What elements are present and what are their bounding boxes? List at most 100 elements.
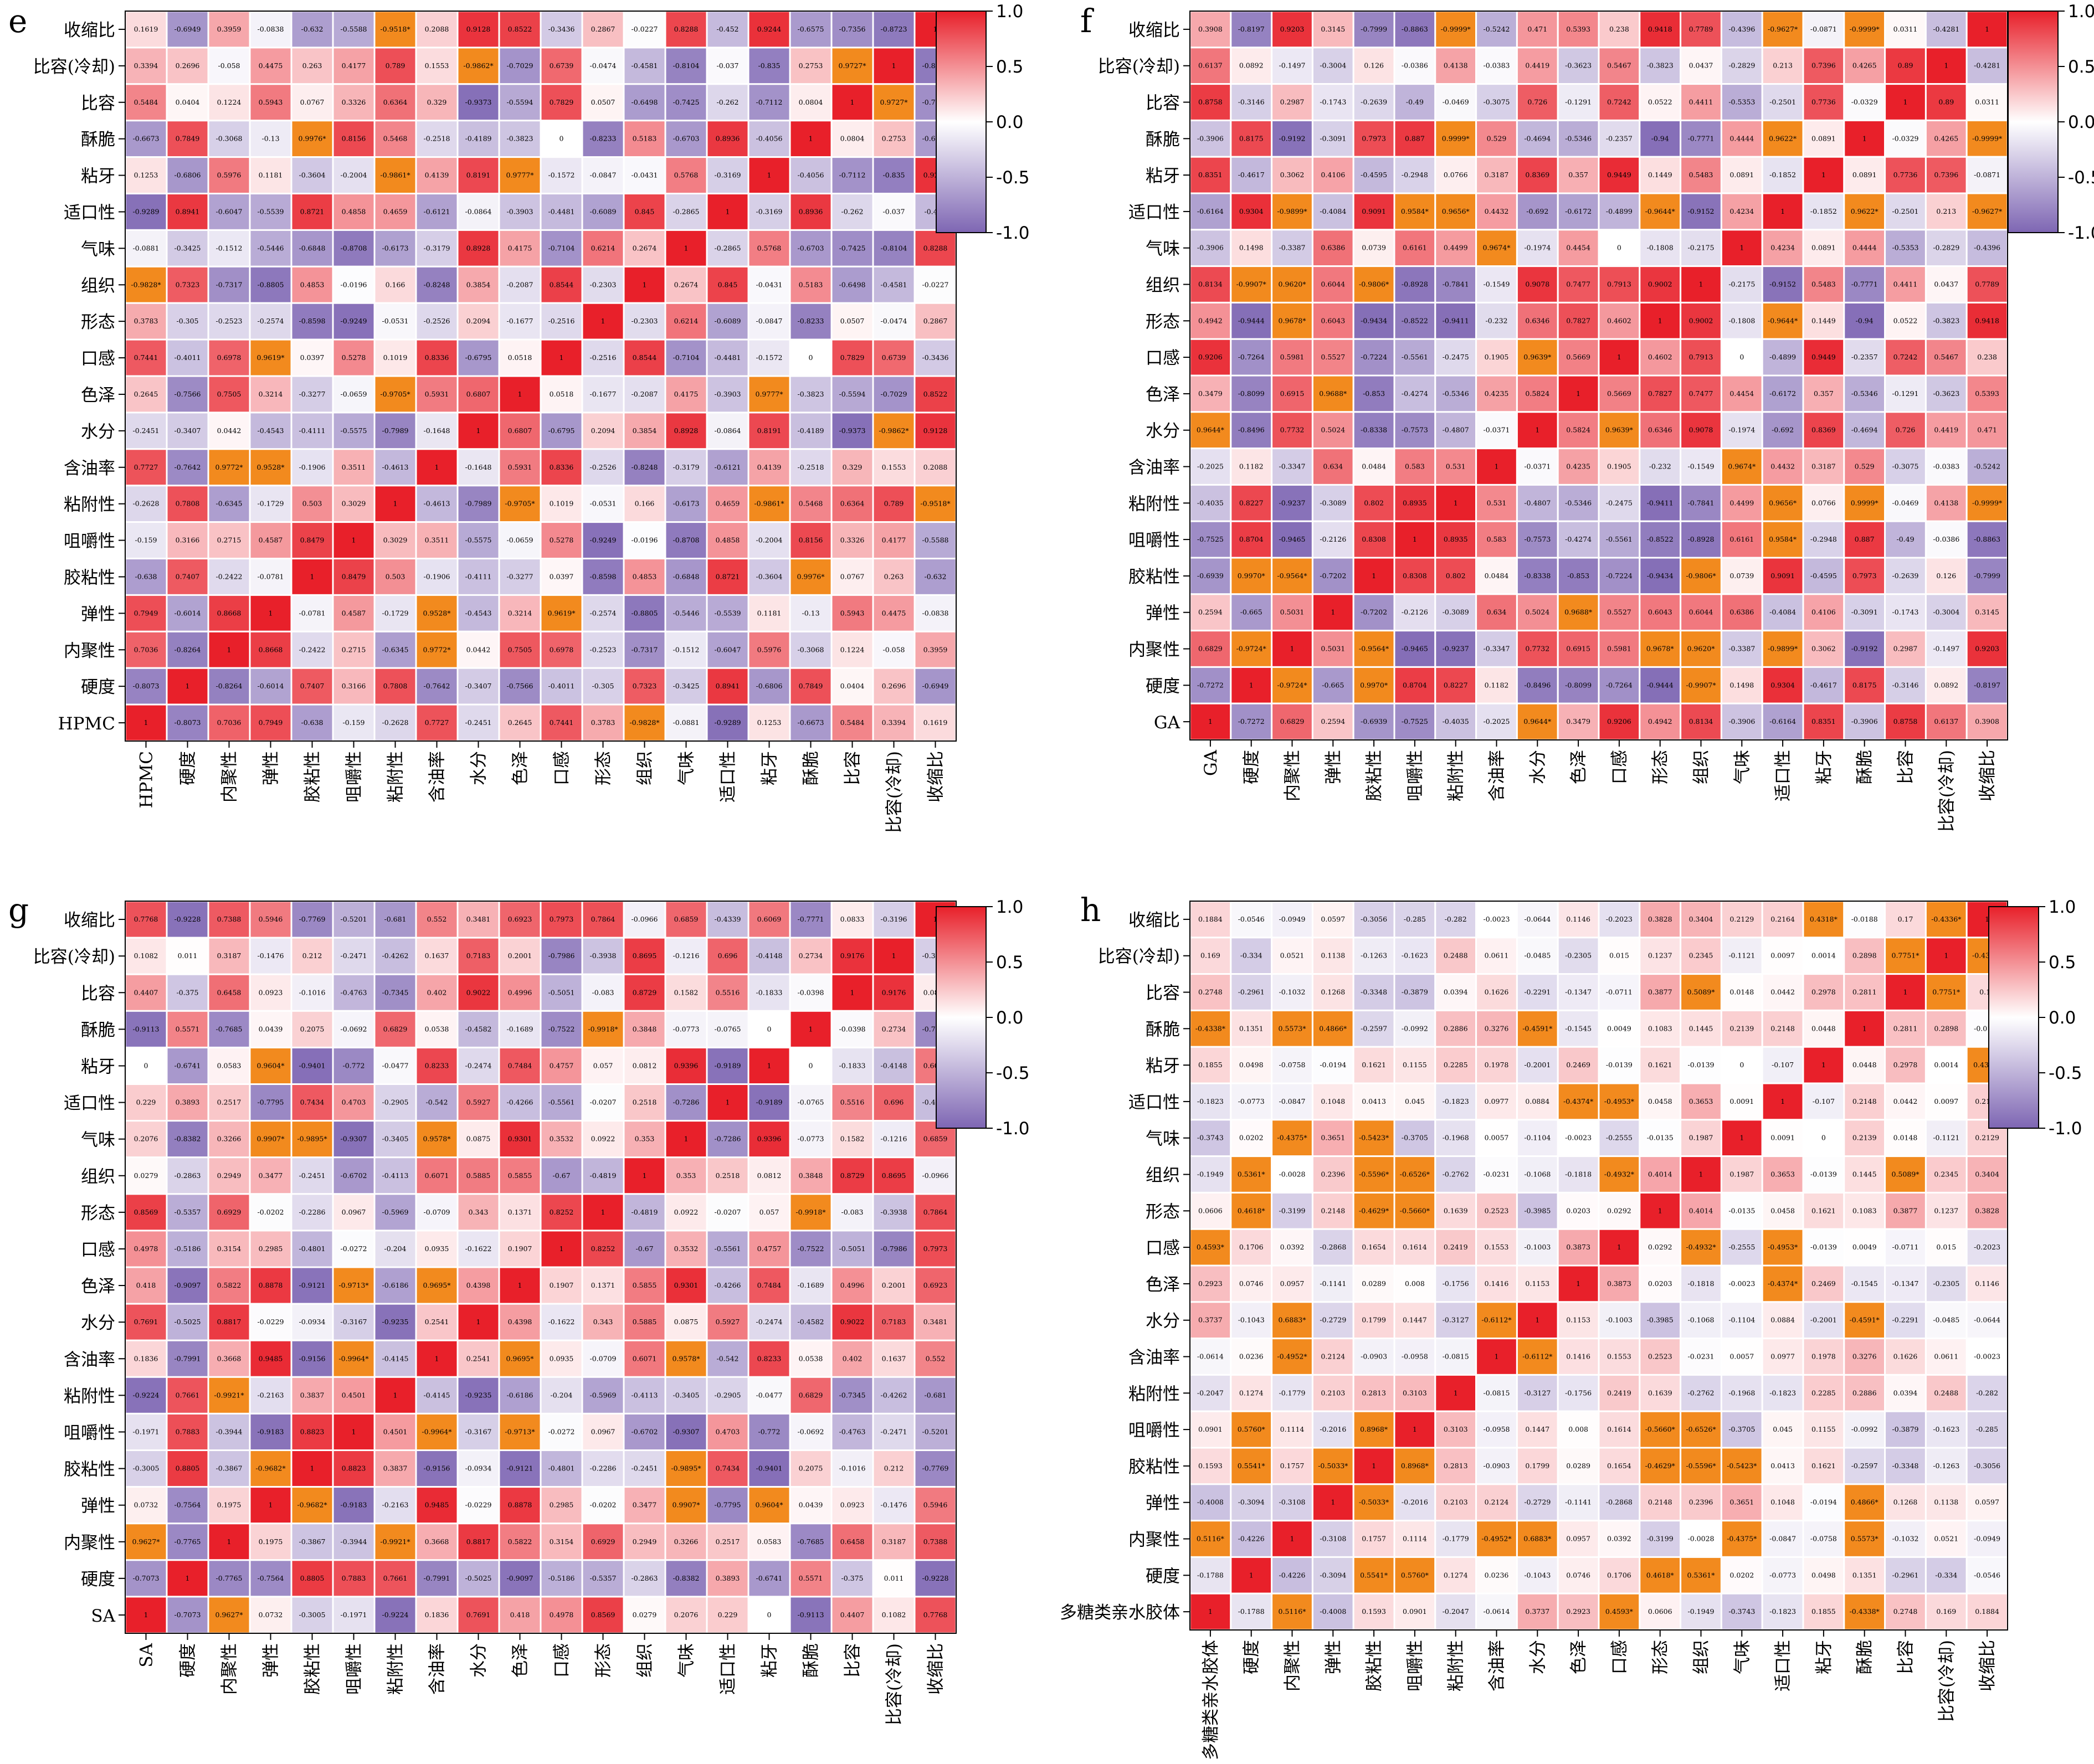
cell-value: -0.0028 [1279, 1170, 1306, 1179]
cell-value: -0.4613 [424, 500, 450, 508]
cell-value: -0.9444 [1238, 316, 1265, 325]
cell-value: 0.3404 [1689, 915, 1713, 923]
cell-value: 0.6829 [1280, 717, 1305, 726]
cell-value: 0.8936 [799, 207, 823, 215]
cell-value: -0.058 [882, 645, 905, 654]
cell-value: 1 [1331, 608, 1335, 616]
cell-value: -0.204 [550, 1391, 572, 1399]
cell-value: -0.0773 [673, 1025, 700, 1033]
cell-value: 0.0804 [840, 135, 865, 143]
cell-value: 0.0057 [1729, 1352, 1754, 1361]
cell-value: -0.1852 [1769, 171, 1796, 179]
cell-value: 1 [310, 572, 315, 580]
cell-value: 0.3511 [342, 463, 366, 471]
cell-value: -0.1043 [1238, 1316, 1265, 1324]
cell-value: -0.6172 [1769, 389, 1796, 398]
cell-value: -0.3938 [590, 952, 617, 960]
cell-value: -0.0231 [1688, 1352, 1715, 1361]
cell-value: 1 [1699, 280, 1703, 289]
heatmap-cell [623, 83, 666, 122]
cell-value: 0.1351 [1239, 1024, 1264, 1032]
cell-value: 0.4411 [1893, 280, 1918, 289]
cell-value: -0.8598 [590, 572, 617, 580]
cell-value: -0.2422 [216, 572, 243, 580]
cell-value: 0.5516 [716, 988, 740, 996]
cell-value: 0.7751* [1932, 988, 1960, 996]
cell-value: 0.2978 [1811, 988, 1836, 996]
cell-value: -0.037 [882, 207, 905, 215]
cell-value: 0.7242 [1893, 353, 1918, 361]
cell-value: 0.1593 [1362, 1607, 1386, 1616]
cell-value: 1 [352, 536, 356, 544]
cell-value: 0.6043 [1648, 608, 1672, 616]
cell-value: -0.0871 [1974, 171, 2000, 179]
cell-value: -0.49 [1896, 535, 1914, 543]
cell-value: 0.4139 [757, 463, 782, 471]
cell-value: -0.8863 [1974, 535, 2000, 543]
cell-value: -0.0815 [1443, 1352, 1469, 1361]
cell-value: 0.213 [1773, 61, 1793, 70]
cell-value: 0.9620* [1279, 280, 1307, 289]
cell-value: -0.0758 [1810, 1535, 1837, 1543]
cell-value: 0.2088 [425, 25, 449, 33]
column-label: 比容 [843, 751, 863, 785]
heatmap-cell [581, 10, 625, 49]
cell-value: -0.3743 [1728, 1607, 1755, 1616]
cell-value: -0.853 [1567, 572, 1589, 580]
cell-value: -0.4008 [1320, 1607, 1346, 1616]
cell-value: -0.9705* [505, 500, 535, 508]
cell-value: 0.9772* [423, 645, 451, 654]
cell-value: 0.3908 [1198, 25, 1223, 33]
cell-value: 1 [809, 135, 813, 143]
cell-value: 0.1351 [1852, 1571, 1877, 1579]
cell-value: -0.6089 [590, 207, 617, 215]
cell-value: -0.4008 [1197, 1498, 1224, 1506]
cell-value: -0.13 [802, 609, 819, 617]
cell-value: -0.4375* [1277, 1134, 1307, 1142]
cell-value: -0.1476 [258, 952, 284, 960]
cell-value: 0.7434 [300, 1098, 325, 1107]
cell-value: 0.0977 [1485, 1097, 1509, 1105]
column-label: 酥脆 [802, 1643, 822, 1678]
cell-value: 0.6978 [550, 645, 574, 654]
cell-value: 0.2987 [1280, 98, 1305, 106]
heatmap-cell [332, 338, 376, 377]
cell-value: 0.3737 [1525, 1607, 1549, 1616]
cell-value: -0.5575 [341, 426, 367, 435]
cell-value: -0.9862* [463, 61, 494, 70]
row-label: 弹性 [81, 604, 115, 624]
cell-value: -0.2175 [1728, 280, 1755, 289]
cell-value: 0.0804 [799, 98, 823, 106]
cell-value: -0.4113 [632, 1391, 658, 1399]
cell-value: 0.8805 [300, 1574, 325, 1582]
cell-value: -0.632 [924, 572, 946, 580]
cell-value: -0.9121 [299, 1281, 326, 1289]
cell-value: -0.2518 [424, 135, 450, 143]
cell-value: -0.1743 [1892, 608, 1919, 616]
cell-value: -0.8928 [1688, 535, 1715, 543]
cell-value: 0.9777* [756, 390, 784, 398]
cell-value: -0.0194 [1810, 1498, 1837, 1506]
cell-value: -0.6164 [1769, 717, 1796, 726]
cell-value: -0.5539 [715, 609, 741, 617]
cell-value: -0.2471 [341, 952, 367, 960]
cell-value: 0.5669 [1607, 389, 1631, 398]
row-label: 胶粘性 [1128, 567, 1180, 587]
cell-value: 1 [1249, 1571, 1254, 1579]
cell-value: -0.6172 [1565, 207, 1592, 215]
cell-value: 0.7864 [591, 915, 615, 923]
cell-value: 0.8351 [1198, 171, 1223, 179]
cell-value: -0.9518* [920, 500, 951, 508]
cell-value: -0.7573 [1402, 426, 1428, 434]
heatmap-cell [290, 229, 334, 268]
cell-value: -0.1677 [590, 390, 617, 398]
heatmap-cell [498, 229, 542, 268]
cell-value: 0.8227 [1239, 498, 1264, 507]
cell-value: -0.2868 [1320, 1243, 1346, 1251]
column-label: 内聚性 [220, 1643, 240, 1695]
cell-value: -0.0329 [1851, 98, 1878, 106]
cell-value: -0.0196 [632, 536, 658, 544]
heatmap-cell [207, 265, 251, 304]
cell-value: 0.0967 [342, 1208, 366, 1216]
heatmap-cell [623, 412, 666, 450]
